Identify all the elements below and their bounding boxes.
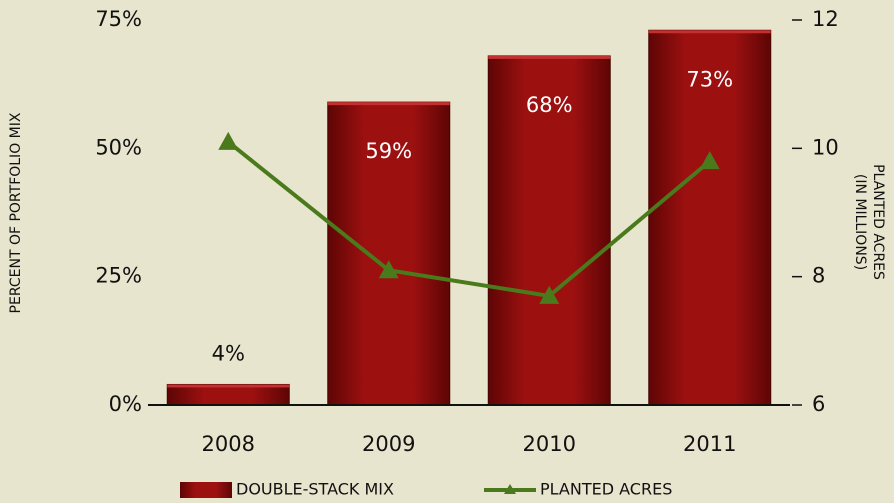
y2-tick-label: 8 [812,264,825,288]
data-label: 59% [365,139,412,163]
bar-top [167,384,290,388]
y-axis-label: PERCENT OF PORTFOLIO MIX [8,112,24,313]
y-tick-label: 75% [95,7,142,31]
data-label: 73% [686,67,733,91]
data-label: 4% [212,341,245,365]
legend-marker [504,484,516,494]
x-tick-label: 2010 [523,432,576,456]
bar-top [648,30,771,34]
x-tick-label: 2011 [683,432,736,456]
line-marker [218,131,239,150]
y-tick-label: 25% [95,264,142,288]
legend-label: PLANTED ACRES [540,480,672,499]
bar [166,383,290,406]
line-marker [699,151,720,170]
x-tick-label: 2008 [202,432,255,456]
line-marker [539,285,560,304]
line-marker [378,260,399,279]
legend-swatch [180,482,232,498]
y2-tick-label: 6 [812,392,825,416]
y-tick-label: 0% [109,392,142,416]
legend-label: DOUBLE-STACK MIX [236,480,394,499]
line [227,140,712,299]
y2-tick-label: 10 [812,135,839,159]
bar [487,55,611,406]
bar-top [327,102,450,106]
data-label: 68% [526,93,573,117]
bar-top [488,55,611,59]
y2-tick-label: 12 [812,7,839,31]
y2-axis-label: PLANTED ACRES [870,164,886,280]
x-tick-label: 2009 [362,432,415,456]
y-tick-label: 50% [95,135,142,159]
y2-axis-label: (IN MILLIONS) [852,174,868,270]
bar [648,29,772,406]
